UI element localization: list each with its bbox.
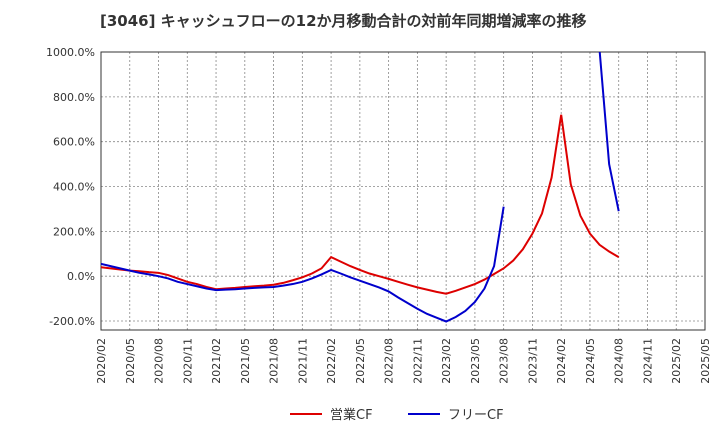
- y-tick-label: 600.0%: [53, 136, 95, 149]
- y-tick-label: -200.0%: [49, 315, 95, 328]
- y-tick-label: 800.0%: [53, 91, 95, 104]
- x-tick-label: 2023/11: [526, 338, 539, 384]
- y-axis-ticks: 1000.0% 800.0% 600.0% 400.0% 200.0% 0.0% -200.…: [46, 46, 95, 328]
- x-tick-label: 2022/02: [325, 338, 338, 384]
- series-line: [101, 206, 505, 323]
- x-tick-label: 2023/08: [498, 338, 511, 384]
- x-tick-label: 2024/11: [641, 338, 654, 384]
- x-tick-label: 2022/11: [411, 338, 424, 384]
- y-tick-label: 1000.0%: [46, 46, 95, 59]
- series-lines: [101, 52, 620, 323]
- x-tick-label: 2020/11: [181, 338, 194, 384]
- series-line: [101, 114, 620, 295]
- y-tick-label: 0.0%: [67, 270, 95, 283]
- x-tick-label: 2023/02: [440, 338, 453, 384]
- x-tick-label: 2022/08: [383, 338, 396, 384]
- plot-frame: [100, 51, 706, 331]
- x-tick-label: 2025/05: [699, 338, 712, 384]
- chart-title: [3046] キャッシュフローの12か月移動合計の対前年同期増減率の推移: [100, 12, 587, 30]
- x-tick-label: 2023/05: [469, 338, 482, 384]
- x-tick-label: 2024/08: [613, 338, 626, 384]
- x-tick-label: 2021/05: [239, 338, 252, 384]
- x-tick-label: 2022/05: [354, 338, 367, 384]
- legend-label: 営業CF: [330, 407, 373, 423]
- x-tick-label: 2024/05: [584, 338, 597, 384]
- x-tick-label: 2020/05: [124, 338, 137, 384]
- y-tick-label: 200.0%: [53, 225, 95, 238]
- x-tick-label: 2021/08: [268, 338, 281, 384]
- x-tick-label: 2021/02: [210, 338, 223, 384]
- x-tick-label: 2021/11: [296, 338, 309, 384]
- x-axis-ticks: 2020/02 2020/05 2020/08 2020/11 2021/02 2021/…: [95, 338, 712, 384]
- x-tick-label: 2025/02: [670, 338, 683, 384]
- legend-label: フリーCF: [448, 408, 504, 423]
- x-tick-label: 2020/08: [153, 338, 166, 384]
- y-tick-label: 400.0%: [53, 181, 95, 194]
- x-tick-label: 2020/02: [95, 338, 108, 384]
- x-tick-label: 2024/02: [555, 338, 568, 384]
- series-line: [598, 52, 620, 212]
- legend: 営業CF フリーCF: [290, 407, 504, 423]
